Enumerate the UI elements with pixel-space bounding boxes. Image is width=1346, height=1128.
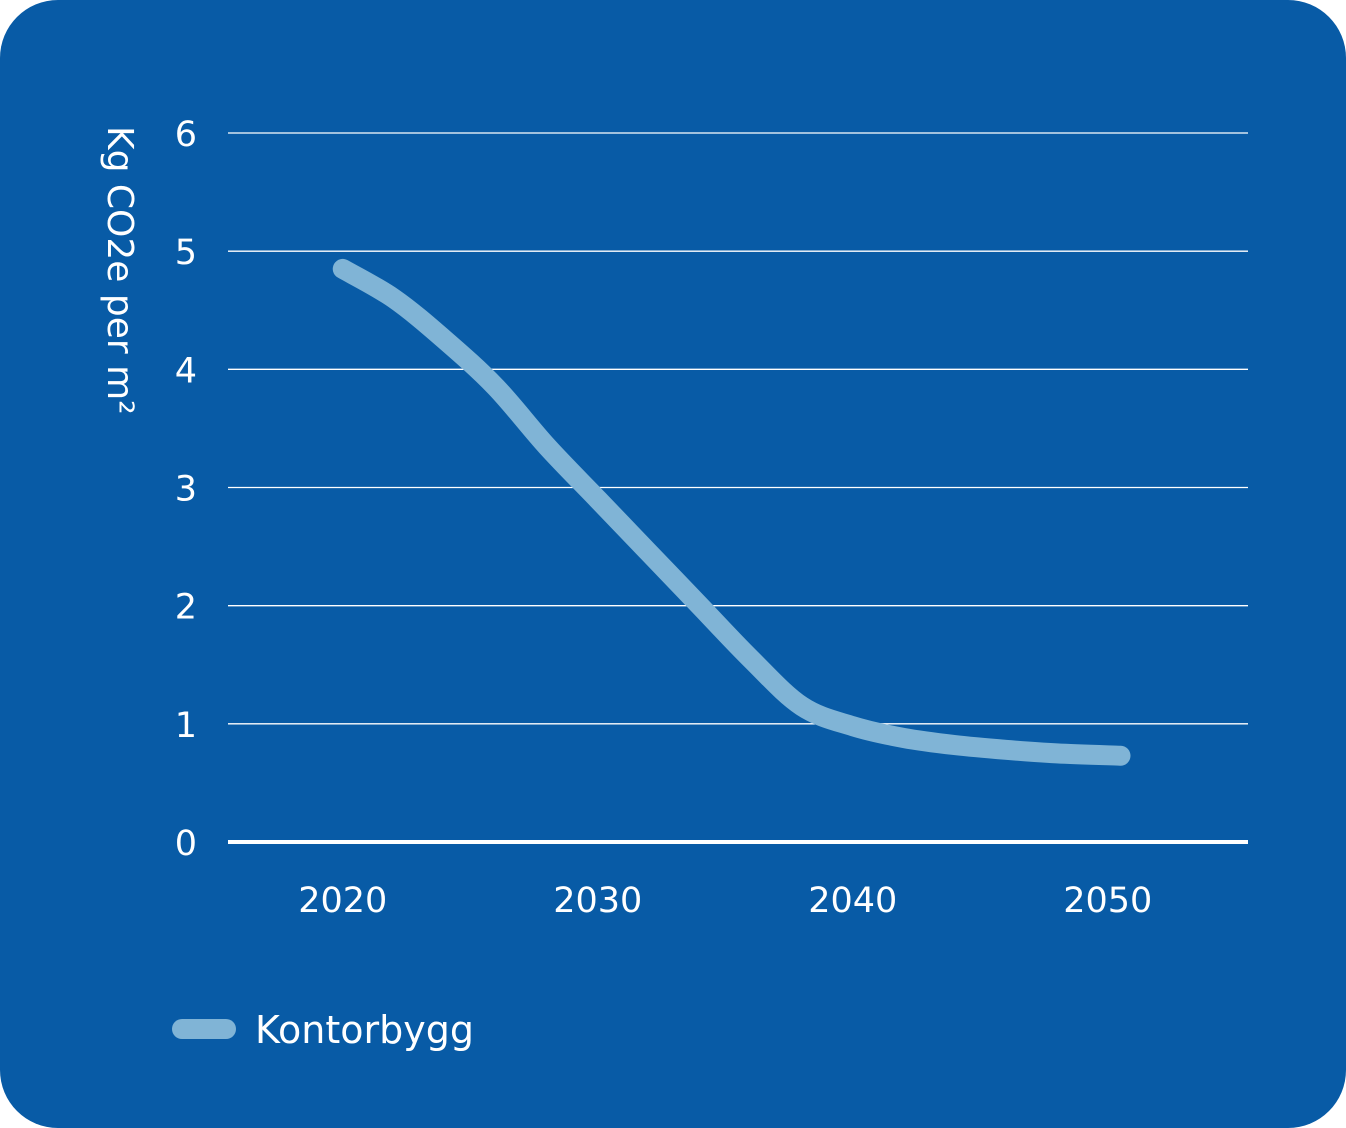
gridlines [228, 132, 1248, 844]
y-tick-label-5: 5 [175, 233, 197, 273]
y-tick-label-0: 0 [175, 824, 197, 864]
y-tick-label-6: 6 [175, 115, 197, 155]
series-lines [332, 258, 1131, 766]
y-tick-label-2: 2 [175, 588, 197, 628]
x-tick-label-2040: 2040 [808, 881, 897, 921]
x-tick-label-2020: 2020 [298, 881, 387, 921]
legend: Kontorbygg [172, 1008, 474, 1052]
y-tick-label-3: 3 [175, 470, 197, 510]
series-line-kontorbygg [332, 258, 1131, 766]
y-tick-label-4: 4 [175, 351, 197, 391]
y-tick-label-1: 1 [175, 706, 197, 746]
x-tick-label-2050: 2050 [1063, 881, 1152, 921]
y-tick-labels: 0 1 2 3 4 5 6 [175, 115, 197, 864]
x-tick-label-2030: 2030 [553, 881, 642, 921]
legend-label-kontorbygg: Kontorbygg [255, 1008, 474, 1052]
y-axis-label: Kg CO2e per m² [99, 126, 140, 415]
x-tick-labels: 2020 2030 2040 2050 [298, 881, 1152, 921]
